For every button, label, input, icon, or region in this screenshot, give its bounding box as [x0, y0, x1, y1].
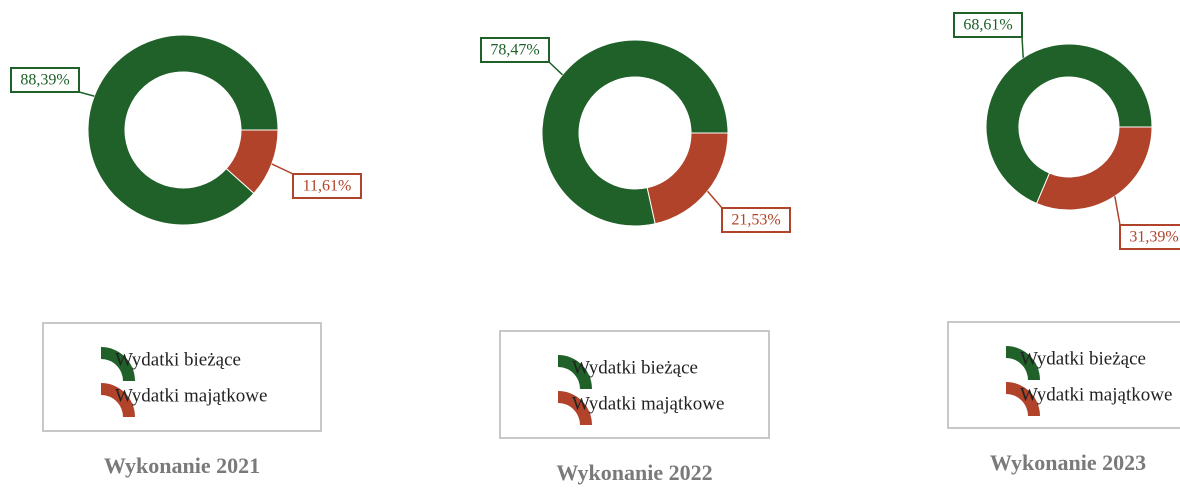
legend-label: Wydatki majątkowe — [572, 393, 724, 414]
legend-label: Wydatki majątkowe — [1020, 384, 1172, 405]
chart-title: Wykonanie 2022 — [556, 460, 712, 485]
leader-line — [1114, 196, 1121, 226]
legend-label: Wydatki bieżące — [115, 349, 241, 370]
legend-icon — [1006, 346, 1040, 380]
legend-icon — [1006, 382, 1040, 416]
legend-icon — [558, 391, 592, 425]
legend-box — [42, 322, 322, 432]
legend-icon — [558, 355, 592, 389]
label-box — [953, 12, 1023, 38]
data-label: 68,61% — [963, 17, 1012, 34]
data-label: 88,39% — [20, 72, 69, 89]
label-box — [1119, 224, 1180, 250]
donut-slice — [541, 39, 729, 227]
legend-icon — [101, 383, 135, 417]
leader-line — [706, 190, 723, 209]
legend-box — [499, 330, 770, 439]
data-label: 11,61% — [303, 178, 352, 195]
label-box — [480, 37, 550, 63]
data-label: 21,53% — [731, 212, 780, 229]
leader-line — [78, 91, 95, 97]
legend-label: Wydatki bieżące — [1020, 348, 1146, 369]
chart-title: Wykonanie 2021 — [104, 453, 260, 478]
donut-slice — [87, 34, 279, 226]
legend-icon — [101, 347, 135, 381]
leader-line — [271, 163, 294, 175]
label-box — [721, 207, 791, 233]
data-label: 78,47% — [490, 42, 539, 59]
donut-slice — [646, 132, 729, 225]
chart-title: Wykonanie 2023 — [990, 450, 1146, 475]
donut-slice — [985, 43, 1153, 205]
leader-line — [1021, 36, 1024, 58]
legend-label: Wydatki bieżące — [572, 357, 698, 378]
legend-box — [947, 321, 1180, 429]
label-box — [10, 67, 80, 93]
data-label: 31,39% — [1129, 229, 1178, 246]
leader-line — [548, 61, 563, 76]
donut-slice — [1035, 126, 1153, 211]
label-box — [292, 173, 362, 199]
legend-label: Wydatki majątkowe — [115, 385, 267, 406]
